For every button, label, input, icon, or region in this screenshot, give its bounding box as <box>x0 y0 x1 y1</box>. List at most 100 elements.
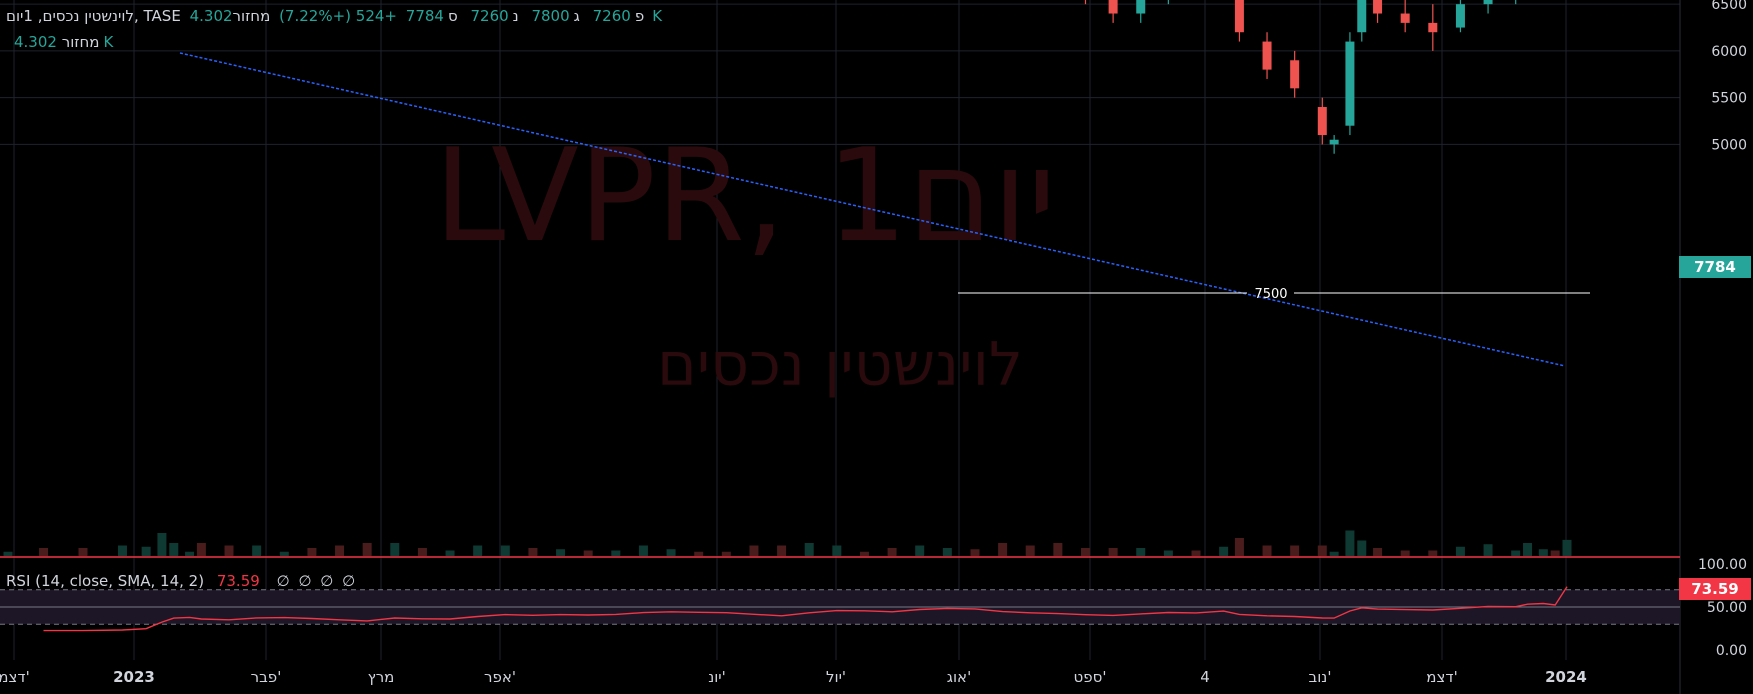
volume-bar <box>832 545 842 556</box>
volume-bar <box>1538 549 1548 556</box>
candle <box>1515 0 1517 5</box>
candle <box>1483 0 1493 14</box>
volume-bar <box>777 545 787 556</box>
candle-body <box>1329 139 1339 145</box>
price-tick-label: 6500 <box>1711 0 1747 13</box>
volume-bar <box>1428 550 1438 556</box>
price-change: +524 (+7.22%) <box>279 7 397 25</box>
volume-bar <box>390 543 400 556</box>
volume-bar <box>157 533 167 556</box>
volume-bar <box>915 545 925 556</box>
rsi-extra: ∅ <box>320 572 334 590</box>
time-tick-label: 2024 <box>1545 668 1587 686</box>
time-tick-label: פבר' <box>251 668 282 686</box>
price-tick-label: 6000 <box>1711 44 1747 60</box>
rsi-legend: RSI (14, close, SMA, 14, 2) 73.59 ∅ ∅ ∅ … <box>6 572 359 590</box>
time-tick-label: 4 <box>1200 668 1210 686</box>
rsi-legend-value: 73.59 <box>216 572 260 590</box>
candle <box>1373 0 1383 23</box>
candlestick-series <box>1084 0 1517 154</box>
volume-bar <box>1234 538 1244 556</box>
volume-bar <box>279 551 289 556</box>
volume-bar <box>445 550 455 556</box>
candle <box>1262 32 1272 79</box>
volume-bar <box>749 545 759 556</box>
rsi-legend-label: RSI (14, close, SMA, 14, 2) <box>6 572 205 590</box>
volume-bar <box>1136 548 1146 556</box>
volume-bar <box>721 551 731 556</box>
candle-body <box>1136 0 1146 14</box>
volume-bar <box>307 548 317 556</box>
volume-bar <box>1163 550 1173 556</box>
volume-bar <box>252 545 262 556</box>
current-price-tag: 7784 <box>1679 256 1751 278</box>
candle <box>1455 0 1465 33</box>
watermark-symbol: LVPR, 1יום <box>434 122 1056 271</box>
candle <box>1084 0 1087 5</box>
time-tick-label: דצמ' <box>1426 668 1457 686</box>
volume-bar <box>78 548 88 556</box>
ohlc-low: נ7260 <box>470 7 519 25</box>
candle-body <box>1317 107 1327 136</box>
volume-bar <box>224 545 234 556</box>
candle-body <box>1108 0 1118 14</box>
volume-bar <box>39 548 49 556</box>
volume-legend-label: מחזור <box>61 33 100 51</box>
watermark: LVPR, 1יום לוינשטין נכסים <box>434 122 1056 400</box>
candle <box>1428 4 1438 51</box>
time-tick-label: אוג' <box>947 668 971 686</box>
candle-body <box>1290 60 1300 89</box>
volume-bar <box>1053 543 1063 556</box>
rsi-extra: ∅ <box>298 572 312 590</box>
time-tick-label: יונ' <box>708 668 726 686</box>
volume-bar <box>362 543 372 556</box>
volume-bar <box>583 550 593 556</box>
rsi-tick-label: 0.00 <box>1716 643 1747 659</box>
volume-legend-value: 4.302K <box>14 33 114 51</box>
candle <box>1357 0 1367 42</box>
candle <box>1108 0 1118 23</box>
volume-bar <box>417 548 427 556</box>
volume-bar <box>141 546 151 556</box>
volume-bar <box>998 543 1008 556</box>
candle-body <box>1357 0 1367 33</box>
volume-header: מחזור4.302K <box>189 7 663 25</box>
volume-bar <box>500 545 510 556</box>
rsi-axis: 100.00 50.00 0.00 <box>1698 557 1747 659</box>
candle <box>1345 32 1355 136</box>
watermark-name: לוינשטין נכסים <box>657 330 1023 400</box>
candle <box>1317 97 1327 145</box>
time-tick-label: אפר' <box>484 668 516 686</box>
volume-bar <box>1373 548 1383 556</box>
volume-bar <box>1511 550 1521 556</box>
volume-bar <box>1483 544 1493 556</box>
volume-bar <box>3 551 13 556</box>
candle-body <box>1400 13 1410 23</box>
volume-bar <box>1108 548 1118 556</box>
volume-bar <box>1025 545 1035 556</box>
candle-body <box>1483 0 1493 5</box>
volume-bar <box>1562 539 1572 556</box>
candle <box>1400 0 1410 33</box>
volume-bar <box>694 551 704 556</box>
rsi-extra: ∅ <box>276 572 290 590</box>
candle <box>1167 0 1169 5</box>
volume-bar <box>804 543 814 556</box>
rsi-tick-label: 100.00 <box>1698 557 1747 573</box>
ohlc-high: ג7800 <box>531 7 580 25</box>
time-tick-label: מרץ <box>368 668 395 686</box>
volume-bars <box>3 530 1572 556</box>
time-axis: דצמ' 2023 פבר' מרץ אפר' יונ' יול' אוג' ספט' 4 נוב'… <box>0 668 1587 686</box>
volume-bar <box>556 549 566 556</box>
volume-bar <box>1357 540 1367 556</box>
candle-body <box>1345 41 1355 126</box>
volume-bar <box>970 549 980 556</box>
volume-bar <box>169 543 179 556</box>
candle-body <box>1262 41 1272 70</box>
volume-bar <box>666 549 676 556</box>
candle-body <box>1455 4 1465 28</box>
symbol-legend: לוינשטין נכסים, 1יום, TASE פ7260 ג7800 נ… <box>6 7 670 25</box>
volume-bar <box>1400 550 1410 556</box>
